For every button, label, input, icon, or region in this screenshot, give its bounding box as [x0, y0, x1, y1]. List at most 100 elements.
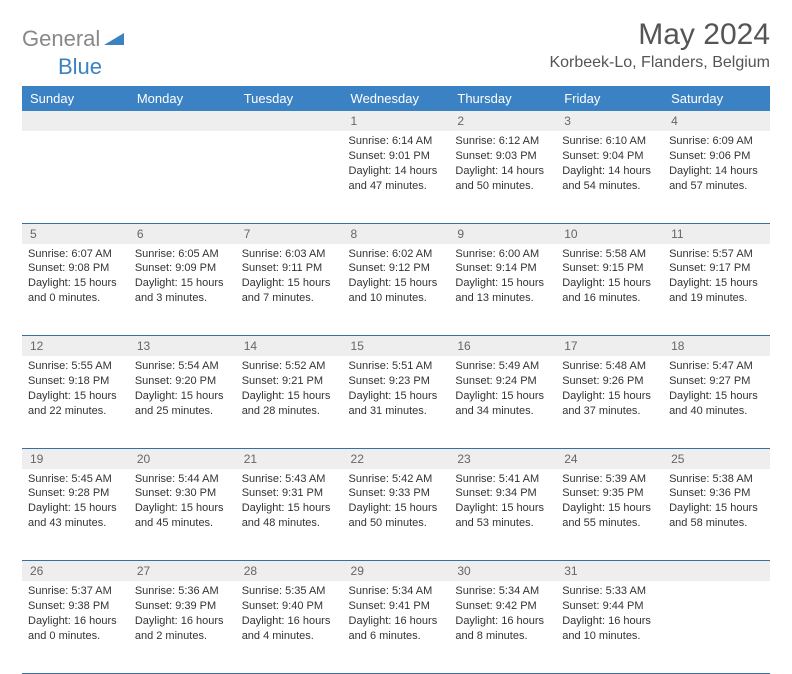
sunrise-text: Sunrise: 6:02 AM [349, 247, 444, 262]
day-cell: Sunrise: 5:38 AMSunset: 9:36 PMDaylight:… [663, 469, 770, 561]
daylight-text: Daylight: 15 hours and 16 minutes. [562, 276, 657, 306]
daynum-row: 1234 [22, 111, 770, 131]
day-content: Sunrise: 6:09 AMSunset: 9:06 PMDaylight:… [663, 131, 770, 199]
day-cell: Sunrise: 5:41 AMSunset: 9:34 PMDaylight:… [449, 469, 556, 561]
daylight-text: Daylight: 15 hours and 3 minutes. [135, 276, 230, 306]
day-number: 8 [343, 223, 450, 244]
sunrise-text: Sunrise: 5:54 AM [135, 359, 230, 374]
daylight-text: Daylight: 15 hours and 37 minutes. [562, 389, 657, 419]
day-cell: Sunrise: 5:36 AMSunset: 9:39 PMDaylight:… [129, 581, 236, 673]
day-cell: Sunrise: 5:51 AMSunset: 9:23 PMDaylight:… [343, 356, 450, 448]
sunset-text: Sunset: 9:42 PM [455, 599, 550, 614]
sunrise-text: Sunrise: 6:10 AM [562, 134, 657, 149]
sunrise-text: Sunrise: 5:58 AM [562, 247, 657, 262]
day-content: Sunrise: 5:33 AMSunset: 9:44 PMDaylight:… [556, 581, 663, 649]
sunrise-text: Sunrise: 5:34 AM [455, 584, 550, 599]
day-number: 14 [236, 336, 343, 357]
daylight-text: Daylight: 15 hours and 7 minutes. [242, 276, 337, 306]
daylight-text: Daylight: 15 hours and 55 minutes. [562, 501, 657, 531]
day-number: 5 [22, 223, 129, 244]
day-cell: Sunrise: 5:45 AMSunset: 9:28 PMDaylight:… [22, 469, 129, 561]
day-number: 19 [22, 448, 129, 469]
day-number: 23 [449, 448, 556, 469]
sunset-text: Sunset: 9:08 PM [28, 261, 123, 276]
sunset-text: Sunset: 9:34 PM [455, 486, 550, 501]
day-cell: Sunrise: 5:52 AMSunset: 9:21 PMDaylight:… [236, 356, 343, 448]
daynum-row: 19202122232425 [22, 448, 770, 469]
day-cell: Sunrise: 6:02 AMSunset: 9:12 PMDaylight:… [343, 244, 450, 336]
day-content: Sunrise: 6:07 AMSunset: 9:08 PMDaylight:… [22, 244, 129, 312]
sunset-text: Sunset: 9:01 PM [349, 149, 444, 164]
day-content: Sunrise: 5:42 AMSunset: 9:33 PMDaylight:… [343, 469, 450, 537]
sunrise-text: Sunrise: 5:51 AM [349, 359, 444, 374]
sunrise-text: Sunrise: 5:43 AM [242, 472, 337, 487]
sunrise-text: Sunrise: 5:39 AM [562, 472, 657, 487]
sunset-text: Sunset: 9:24 PM [455, 374, 550, 389]
daylight-text: Daylight: 16 hours and 4 minutes. [242, 614, 337, 644]
day-content: Sunrise: 5:49 AMSunset: 9:24 PMDaylight:… [449, 356, 556, 424]
daylight-text: Daylight: 16 hours and 8 minutes. [455, 614, 550, 644]
day-number: 7 [236, 223, 343, 244]
sunset-text: Sunset: 9:15 PM [562, 261, 657, 276]
sunset-text: Sunset: 9:27 PM [669, 374, 764, 389]
day-content: Sunrise: 6:14 AMSunset: 9:01 PMDaylight:… [343, 131, 450, 199]
day-content: Sunrise: 5:36 AMSunset: 9:39 PMDaylight:… [129, 581, 236, 649]
sunrise-text: Sunrise: 5:37 AM [28, 584, 123, 599]
day-number: 1 [343, 111, 450, 131]
weekday-header: Sunday [22, 86, 129, 111]
daylight-text: Daylight: 15 hours and 28 minutes. [242, 389, 337, 419]
week-row: Sunrise: 6:14 AMSunset: 9:01 PM Daylight:… [22, 131, 770, 223]
sunset-text: Sunset: 9:41 PM [349, 599, 444, 614]
sunset-text: Sunset: 9:09 PM [135, 261, 230, 276]
day-cell: Sunrise: 6:07 AMSunset: 9:08 PMDaylight:… [22, 244, 129, 336]
daylight-text: Daylight: 15 hours and 13 minutes. [455, 276, 550, 306]
sunrise-text: Sunrise: 5:38 AM [669, 472, 764, 487]
day-number: 29 [343, 561, 450, 582]
day-cell: Sunrise: 6:05 AMSunset: 9:09 PMDaylight:… [129, 244, 236, 336]
sunset-text: Sunset: 9:39 PM [135, 599, 230, 614]
sunset-text: Sunset: 9:40 PM [242, 599, 337, 614]
daylight-text: Daylight: 16 hours and 10 minutes. [562, 614, 657, 644]
sunset-text: Sunset: 9:28 PM [28, 486, 123, 501]
sunset-text: Sunset: 9:18 PM [28, 374, 123, 389]
day-content: Sunrise: 5:58 AMSunset: 9:15 PMDaylight:… [556, 244, 663, 312]
logo-text-1: General [22, 26, 100, 52]
day-cell [236, 131, 343, 223]
sunrise-text: Sunrise: 6:12 AM [455, 134, 550, 149]
sunset-text: Sunset: 9:21 PM [242, 374, 337, 389]
sunset-text: Sunset: 9:31 PM [242, 486, 337, 501]
day-content: Sunrise: 5:54 AMSunset: 9:20 PMDaylight:… [129, 356, 236, 424]
sunrise-text: Sunrise: 5:47 AM [669, 359, 764, 374]
daylight-text: Daylight: 15 hours and 19 minutes. [669, 276, 764, 306]
sunset-text: Sunset: 9:17 PM [669, 261, 764, 276]
week-row: Sunrise: 5:37 AMSunset: 9:38 PMDaylight:… [22, 581, 770, 673]
sunrise-text: Sunrise: 5:57 AM [669, 247, 764, 262]
daynum-row: 567891011 [22, 223, 770, 244]
day-content: Sunrise: 5:51 AMSunset: 9:23 PMDaylight:… [343, 356, 450, 424]
day-content: Sunrise: 5:38 AMSunset: 9:36 PMDaylight:… [663, 469, 770, 537]
sunrise-text: Sunrise: 5:44 AM [135, 472, 230, 487]
day-number [236, 111, 343, 131]
sunrise-text: Sunrise: 6:05 AM [135, 247, 230, 262]
day-content: Sunrise: 5:44 AMSunset: 9:30 PMDaylight:… [129, 469, 236, 537]
day-cell: Sunrise: 5:44 AMSunset: 9:30 PMDaylight:… [129, 469, 236, 561]
day-number: 3 [556, 111, 663, 131]
daylight-text: Daylight: 14 hours and 57 minutes. [669, 164, 764, 194]
sunset-text: Sunset: 9:20 PM [135, 374, 230, 389]
sunrise-text: Sunrise: 6:14 AM [349, 134, 444, 149]
day-number: 25 [663, 448, 770, 469]
week-row: Sunrise: 6:07 AMSunset: 9:08 PMDaylight:… [22, 244, 770, 336]
daylight-text: Daylight: 16 hours and 6 minutes. [349, 614, 444, 644]
day-cell: Sunrise: 5:43 AMSunset: 9:31 PMDaylight:… [236, 469, 343, 561]
day-number: 30 [449, 561, 556, 582]
sunrise-text: Sunrise: 6:00 AM [455, 247, 550, 262]
daylight-text: Daylight: 15 hours and 31 minutes. [349, 389, 444, 419]
day-content: Sunrise: 6:12 AMSunset: 9:03 PMDaylight:… [449, 131, 556, 199]
sunrise-text: Sunrise: 5:48 AM [562, 359, 657, 374]
weekday-header: Friday [556, 86, 663, 111]
weekday-header: Saturday [663, 86, 770, 111]
weekday-header: Thursday [449, 86, 556, 111]
month-title: May 2024 [549, 18, 770, 52]
day-number: 28 [236, 561, 343, 582]
day-cell: Sunrise: 5:35 AMSunset: 9:40 PMDaylight:… [236, 581, 343, 673]
